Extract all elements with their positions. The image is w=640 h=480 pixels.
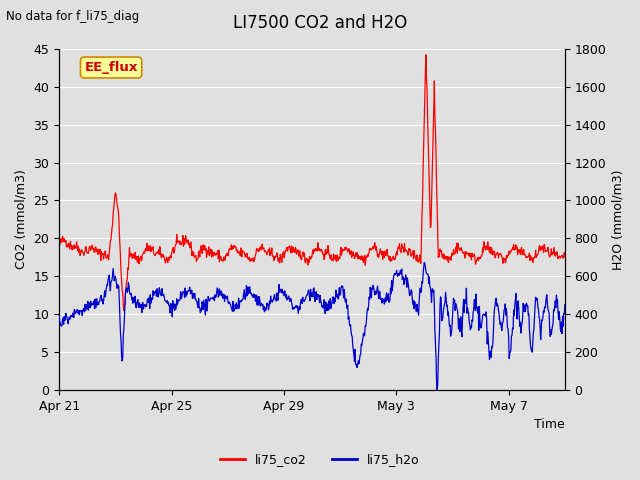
Legend: li75_co2, li75_h2o: li75_co2, li75_h2o — [215, 448, 425, 471]
Text: LI7500 CO2 and H2O: LI7500 CO2 and H2O — [233, 14, 407, 33]
Text: No data for f_li75_diag: No data for f_li75_diag — [6, 10, 140, 23]
Text: EE_flux: EE_flux — [84, 61, 138, 74]
Y-axis label: CO2 (mmol/m3): CO2 (mmol/m3) — [15, 169, 28, 269]
Y-axis label: H2O (mmol/m3): H2O (mmol/m3) — [612, 169, 625, 270]
X-axis label: Time: Time — [534, 419, 565, 432]
